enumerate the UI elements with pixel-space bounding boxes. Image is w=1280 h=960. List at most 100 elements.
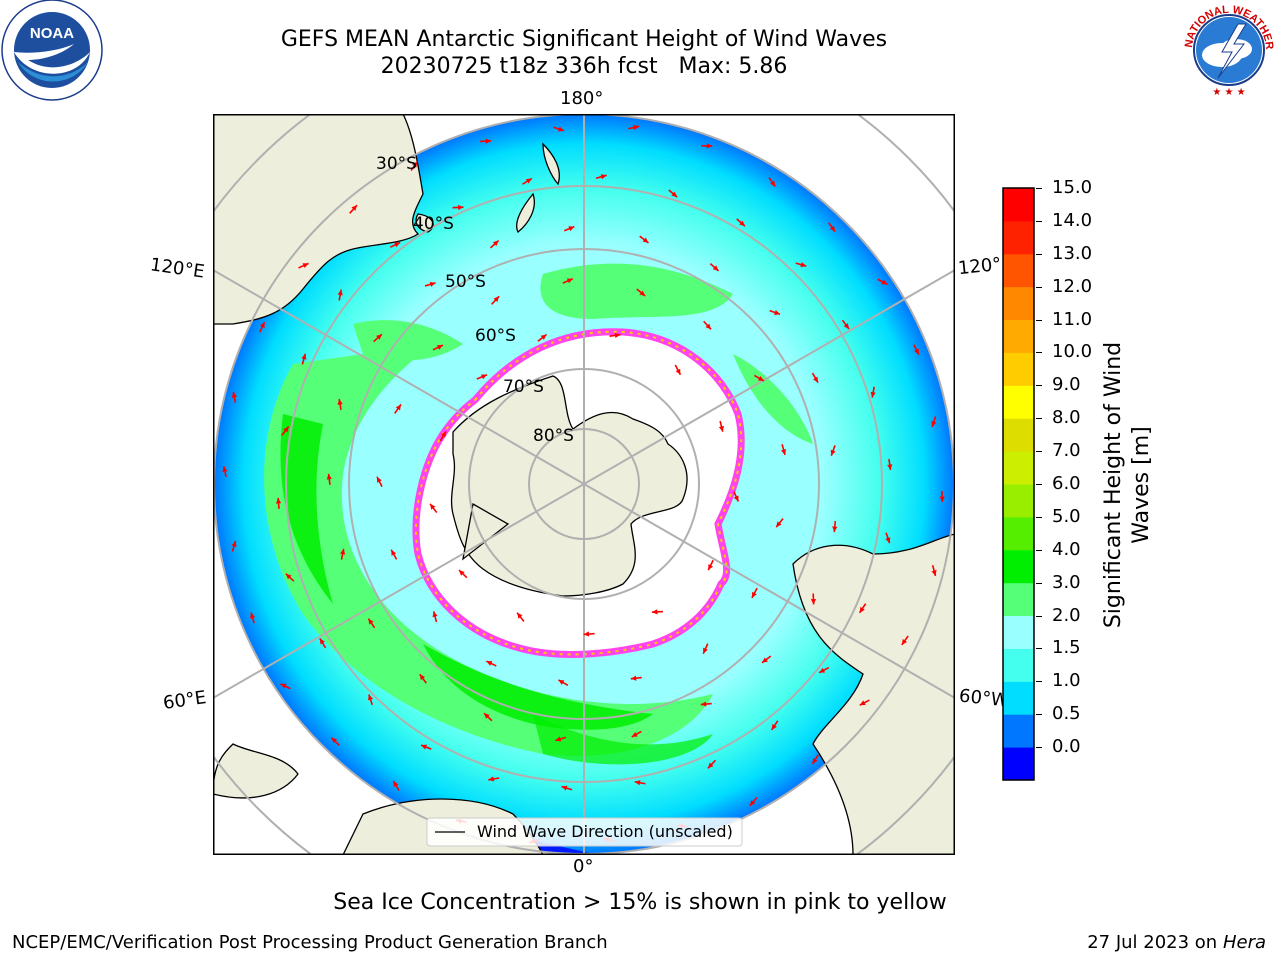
colorbar-tick-label: 3.0 xyxy=(1052,571,1081,593)
colorbar-title: Significant Height of Wind Waves [m] xyxy=(1100,265,1156,705)
wave-arrow-head xyxy=(703,647,708,654)
colorbar-title-line2: Waves [m] xyxy=(1129,426,1154,544)
colorbar-tick-label: 10.0 xyxy=(1052,341,1093,363)
wave-arrow-head xyxy=(302,263,309,269)
colorbar-tick-mark xyxy=(1036,648,1042,650)
wave-arrow-head xyxy=(707,762,714,769)
wave-arrow-head xyxy=(639,290,646,297)
lon-label-120w: 120° xyxy=(957,253,1003,280)
wave-arrow-head xyxy=(458,570,465,576)
wave-arrow-head xyxy=(340,548,346,555)
colorbar-segment xyxy=(1003,451,1034,485)
wave-arrow-head xyxy=(757,376,764,381)
lat-label-50s: 50°S xyxy=(445,272,486,292)
wave-arrow-head xyxy=(931,570,937,576)
colorbar-segment xyxy=(1003,549,1034,584)
wave-arrow-head xyxy=(319,638,325,645)
wave-arrow-head xyxy=(368,618,374,625)
colorbar-tick-label: 14.0 xyxy=(1052,209,1093,231)
wave-arrow-head xyxy=(280,683,287,689)
colorbar xyxy=(1002,187,1035,781)
colorbar-tick-label: 0.0 xyxy=(1052,736,1081,758)
colorbar-tick-label: 8.0 xyxy=(1052,407,1081,429)
colorbar-segment xyxy=(1003,286,1034,321)
wave-arrow-head xyxy=(774,310,781,315)
wave-arrow-head xyxy=(885,537,891,544)
lon-label-60e: 60°E xyxy=(161,687,208,714)
lat-label-70s: 70°S xyxy=(503,377,544,397)
wave-arrow-head xyxy=(337,399,343,405)
wave-arrow-head xyxy=(376,334,382,340)
wave-arrow-head xyxy=(705,323,712,330)
wave-arrow-head xyxy=(430,503,436,510)
wave-arrow-head xyxy=(480,374,487,380)
chart-subtitle: 20230725 t18z 336h fcst Max: 5.86 xyxy=(380,54,788,79)
footer-host: Hera xyxy=(1222,932,1266,953)
wave-arrow-head xyxy=(436,345,443,350)
colorbar-segment xyxy=(1003,747,1034,781)
wave-arrow-head xyxy=(568,226,575,232)
nws-logo: NATIONAL WEATHER SERVICE ★ ★ ★ xyxy=(1178,0,1278,99)
wave-arrow-head xyxy=(832,526,838,533)
wave-arrow-head xyxy=(492,240,499,247)
colorbar-tick-mark xyxy=(1036,615,1042,617)
wave-arrow-head xyxy=(331,737,338,744)
wave-arrow-head xyxy=(859,700,866,706)
wave-arrow-head xyxy=(651,609,658,615)
wave-arrow-head xyxy=(718,425,724,432)
wave-arrow-head xyxy=(733,495,739,502)
wave-arrow-head xyxy=(708,564,714,571)
colorbar-segment xyxy=(1003,319,1034,353)
wave-arrow-head xyxy=(761,657,768,663)
wave-arrow-head xyxy=(776,521,782,528)
wave-arrow-head xyxy=(558,679,565,685)
chart-title: GEFS MEAN Antarctic Significant Height o… xyxy=(280,27,888,52)
wave-arrow-head xyxy=(770,180,776,187)
wave-arrow-head xyxy=(493,296,500,303)
wave-arrow-head xyxy=(914,348,919,355)
wave-arrow-head xyxy=(558,126,565,132)
colorbar-tick-mark xyxy=(1036,681,1042,683)
colorbar-title-line1: Significant Height of Wind xyxy=(1101,341,1126,629)
wave-arrow-head xyxy=(231,541,237,547)
wave-arrow-head xyxy=(771,724,777,730)
wave-arrow-head xyxy=(432,611,438,618)
wave-arrow-head xyxy=(631,731,638,737)
wave-arrow-head xyxy=(412,161,418,168)
legend-label: Wind Wave Direction (unscaled) xyxy=(477,822,733,841)
africa xyxy=(213,743,299,799)
wave-arrow-head xyxy=(391,549,397,556)
wave-arrow-head xyxy=(285,573,292,580)
lat-label-60s: 60°S xyxy=(475,326,516,346)
wave-arrow-head xyxy=(810,598,817,605)
wave-arrow-head xyxy=(259,322,265,329)
australia xyxy=(213,114,424,325)
wave-arrow-head xyxy=(706,143,713,149)
colorbar-segment xyxy=(1003,582,1034,617)
wave-arrow-head xyxy=(283,426,289,433)
wave-arrow-head xyxy=(566,278,573,284)
colorbar-tick-label: 15.0 xyxy=(1052,177,1093,198)
colorbar-tick-mark xyxy=(1036,516,1042,518)
wave-arrow-head xyxy=(634,780,641,786)
wave-arrow-head xyxy=(540,334,547,340)
colorbar-segment xyxy=(1003,615,1034,649)
footer-credit: NCEP/EMC/Verification Post Processing Pr… xyxy=(12,932,608,953)
colorbar-segment xyxy=(1003,516,1034,551)
sea-ice-caption: Sea Ice Concentration > 15% is shown in … xyxy=(333,890,947,915)
colorbar-tick-label: 5.0 xyxy=(1052,505,1081,527)
antarctica xyxy=(450,375,688,597)
colorbar-tick-mark xyxy=(1036,714,1042,716)
colorbar-tick-mark xyxy=(1036,253,1042,255)
wave-arrow-head xyxy=(614,332,621,338)
lon-label-180: 180° xyxy=(560,88,604,109)
colorbar-segment xyxy=(1003,681,1034,715)
colorbar-segment xyxy=(1003,714,1034,748)
colorbar-tick-mark xyxy=(1036,549,1042,551)
wave-arrow-head xyxy=(555,736,562,742)
wave-arrow-head xyxy=(561,785,568,791)
wave-arrow-head xyxy=(488,776,495,782)
wind-wave-arrows xyxy=(222,124,945,844)
lon-label-0: 0° xyxy=(573,856,594,877)
wave-arrow-head xyxy=(859,606,865,613)
